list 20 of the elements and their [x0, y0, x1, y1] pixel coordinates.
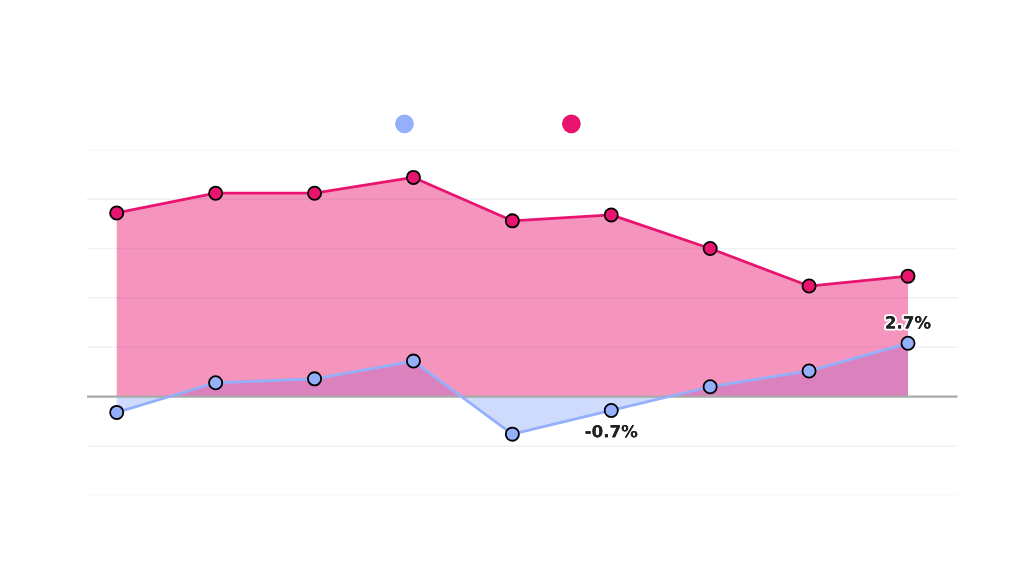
point — [900, 268, 916, 284]
point — [307, 371, 323, 387]
point — [504, 213, 520, 229]
point — [405, 169, 421, 185]
point — [900, 335, 916, 351]
data-label: -0.7% — [585, 424, 638, 438]
point — [208, 185, 224, 201]
data-label: 2.7% — [886, 316, 931, 329]
point — [603, 402, 619, 418]
point — [603, 207, 619, 223]
point — [109, 404, 125, 420]
point — [801, 363, 817, 379]
point — [801, 278, 817, 294]
point — [702, 241, 718, 256]
point — [109, 205, 125, 221]
point — [504, 426, 520, 442]
point — [405, 353, 421, 369]
point — [702, 379, 718, 395]
point — [208, 375, 224, 391]
point — [307, 185, 323, 201]
